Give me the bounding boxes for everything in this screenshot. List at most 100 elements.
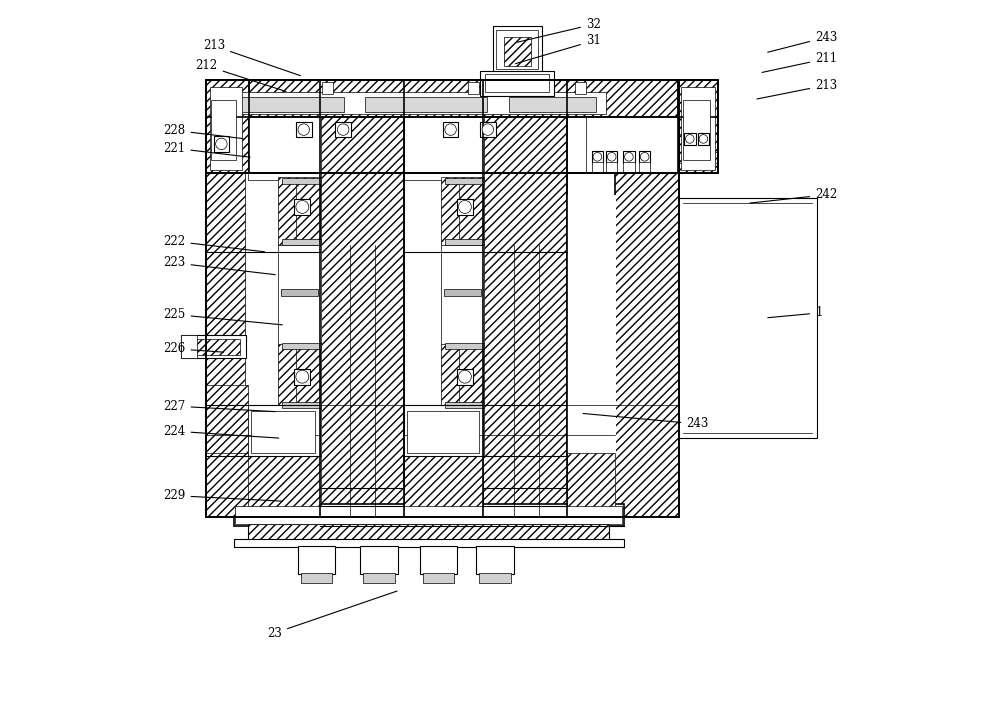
Bar — [445, 178, 484, 184]
Bar — [423, 573, 454, 583]
Text: 1: 1 — [768, 306, 823, 319]
Circle shape — [298, 124, 309, 135]
Bar — [219, 92, 606, 114]
Bar — [479, 573, 511, 583]
Bar — [407, 411, 479, 452]
Bar — [480, 122, 496, 137]
Bar — [404, 117, 484, 180]
Bar — [210, 87, 242, 170]
Polygon shape — [404, 452, 483, 517]
Circle shape — [482, 124, 494, 135]
Circle shape — [458, 201, 471, 214]
Circle shape — [458, 370, 471, 383]
Bar — [282, 403, 321, 408]
Bar — [206, 81, 249, 173]
Polygon shape — [296, 345, 320, 408]
Bar — [441, 344, 484, 408]
Bar — [404, 405, 484, 456]
Bar — [278, 242, 321, 345]
Text: 229: 229 — [163, 489, 282, 502]
Bar — [234, 504, 624, 526]
Bar — [206, 81, 718, 117]
Bar — [678, 81, 718, 173]
Bar — [214, 136, 229, 152]
Circle shape — [337, 124, 349, 135]
Polygon shape — [459, 345, 483, 408]
Bar — [485, 75, 549, 92]
Text: 243: 243 — [768, 31, 838, 52]
Bar — [445, 239, 484, 245]
Bar — [206, 81, 718, 173]
Bar — [278, 195, 322, 503]
Circle shape — [296, 370, 309, 383]
Bar — [211, 99, 236, 160]
Bar — [468, 81, 479, 94]
Bar — [298, 546, 335, 574]
Text: 23: 23 — [267, 591, 397, 640]
Text: 211: 211 — [762, 52, 837, 73]
Text: 228: 228 — [163, 124, 243, 139]
Bar — [235, 505, 622, 524]
Bar — [606, 162, 617, 172]
Bar — [360, 546, 398, 574]
Bar — [445, 343, 484, 349]
Bar — [251, 411, 315, 452]
Bar — [248, 117, 321, 180]
Bar — [698, 133, 709, 145]
Bar — [483, 116, 567, 517]
Circle shape — [625, 152, 633, 161]
Bar — [639, 151, 650, 162]
Bar — [567, 195, 616, 503]
Bar — [184, 339, 240, 355]
Text: 227: 227 — [163, 400, 275, 413]
Bar — [441, 242, 484, 345]
Text: 242: 242 — [750, 188, 837, 203]
Bar — [206, 116, 274, 517]
Bar — [509, 96, 596, 112]
Bar — [248, 405, 320, 456]
Bar — [684, 133, 696, 145]
Circle shape — [296, 201, 309, 214]
Text: 212: 212 — [196, 60, 286, 91]
Text: 222: 222 — [163, 235, 264, 252]
Bar — [294, 199, 310, 215]
Bar — [234, 539, 624, 547]
Bar — [206, 452, 249, 517]
Bar — [592, 162, 603, 172]
Bar — [457, 199, 473, 215]
Bar — [222, 96, 344, 112]
Bar — [623, 151, 635, 162]
Bar — [296, 122, 312, 137]
Bar — [363, 573, 395, 583]
Bar — [504, 37, 531, 66]
Polygon shape — [248, 452, 321, 517]
Polygon shape — [404, 456, 567, 517]
Text: 221: 221 — [163, 142, 250, 157]
Bar — [282, 343, 321, 349]
Bar — [320, 116, 404, 517]
Circle shape — [445, 124, 456, 135]
Polygon shape — [206, 456, 320, 517]
Bar — [248, 524, 609, 540]
Bar — [245, 173, 281, 517]
Bar — [278, 177, 321, 245]
Circle shape — [607, 152, 616, 161]
Bar — [444, 289, 481, 296]
Circle shape — [216, 138, 227, 150]
Bar — [639, 162, 650, 172]
Bar — [420, 546, 457, 574]
Bar — [606, 151, 617, 162]
Bar — [575, 81, 586, 94]
Text: 224: 224 — [163, 425, 279, 438]
Bar — [335, 122, 351, 137]
Text: 243: 243 — [583, 413, 709, 431]
Bar — [301, 573, 332, 583]
Circle shape — [640, 152, 649, 161]
Bar — [281, 289, 318, 296]
Bar — [206, 385, 248, 456]
Bar — [443, 122, 458, 137]
Circle shape — [593, 152, 602, 161]
Bar — [441, 177, 484, 245]
Bar — [282, 178, 321, 184]
Polygon shape — [296, 180, 320, 245]
